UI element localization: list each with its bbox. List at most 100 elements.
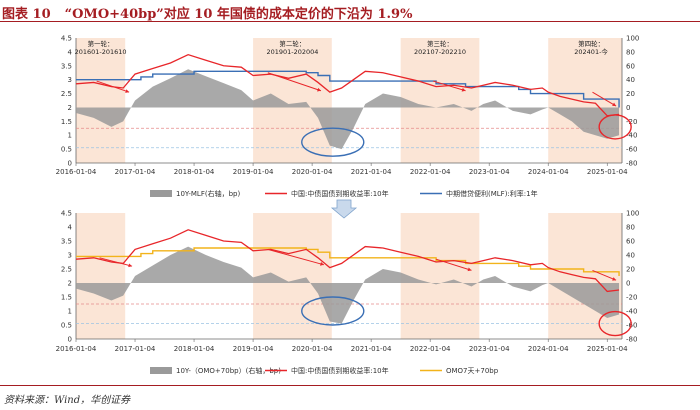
- bottom-x-tick-2016-01-04: 2016-01-04: [56, 345, 97, 353]
- top-left-tick-4.5: 4.5: [61, 35, 72, 43]
- top-trend-arrow-2: [267, 72, 322, 92]
- top-x-tick-2022-01-04: 2022-01-04: [410, 168, 451, 176]
- bottom-left-tick-1: 1: [68, 308, 72, 316]
- top-red-highlight-circle: [598, 114, 632, 140]
- top-x-tick-2019-01-04: 2019-01-04: [233, 168, 274, 176]
- top-right-tick--40: -40: [626, 132, 637, 140]
- bottom-x-tick-2024-01-04: 2024-01-04: [528, 345, 569, 353]
- bottom-trend-arrow-1: [99, 257, 133, 267]
- bottom-trend-arrowhead-2: [320, 262, 324, 266]
- top-phase-band-4: [548, 38, 622, 163]
- bottom-x-tick-2023-01-04: 2023-01-04: [469, 345, 510, 353]
- bottom-left-tick-4.5: 4.5: [61, 210, 72, 218]
- bottom-right-tick-0: 0: [626, 280, 630, 288]
- top-phase-range-4: 202401-今: [574, 47, 608, 56]
- bottom-legend-policy: OMO7天+70bp: [446, 367, 499, 375]
- top-x-tick-2024-01-04: 2024-01-04: [528, 168, 569, 176]
- bottom-legend-cn10y: 中国:中债国债到期收益率:10年: [291, 366, 389, 375]
- top-phase-name-1: 第一轮：: [88, 39, 114, 48]
- top-phase-range-2: 201901-202004: [266, 48, 318, 56]
- top-right-tick-40: 40: [626, 76, 635, 84]
- top-left-tick-2: 2: [68, 104, 72, 112]
- top-left-tick-1.5: 1.5: [61, 118, 72, 126]
- top-x-tick-2025-01-04: 2025-01-04: [587, 168, 628, 176]
- bottom-left-tick-2.5: 2.5: [61, 266, 72, 274]
- bottom-phase-band-3: [400, 213, 480, 339]
- bottom-right-tick-20: 20: [626, 266, 635, 274]
- top-trend-arrow-3: [432, 80, 466, 92]
- bottom-left-tick-0: 0: [68, 336, 72, 344]
- top-policy-rate-line: [76, 70, 620, 108]
- top-phase-band-1: [76, 38, 126, 163]
- bottom-right-tick--60: -60: [626, 322, 637, 330]
- bottom-legend-spread: 10Y-（OMO+70bp）(右轴，bp): [176, 366, 281, 375]
- bottom-right-tick-60: 60: [626, 238, 635, 246]
- bottom-left-tick-3.5: 3.5: [61, 238, 72, 246]
- top-x-tick-2016-01-04: 2016-01-04: [56, 168, 97, 176]
- bottom-x-tick-2018-01-04: 2018-01-04: [174, 345, 215, 353]
- top-right-tick--20: -20: [626, 118, 637, 126]
- top-legend-cn10y: 中国:中债国债到期收益率:10年: [291, 189, 389, 198]
- top-legend-spread: 10Y-MLF(右轴，bp): [176, 189, 240, 198]
- top-x-tick-2021-01-04: 2021-01-04: [351, 168, 392, 176]
- top-phase-band-3: [400, 38, 480, 163]
- top-phase-range-3: 202107-202210: [414, 48, 466, 56]
- source-note: 资料来源：Wind，华创证券: [4, 395, 131, 406]
- bottom-right-tick-100: 100: [626, 210, 639, 218]
- bottom-legend-swatch-spread: [150, 367, 172, 374]
- top-left-tick-1: 1: [68, 132, 72, 140]
- top-phase-name-2: 第二轮：: [279, 39, 305, 48]
- bottom-x-tick-2019-01-04: 2019-01-04: [233, 345, 274, 353]
- top-phase-name-4: 第四轮：: [578, 39, 604, 48]
- figure-label: 图表 10: [2, 7, 51, 22]
- bottom-red-highlight-circle: [598, 310, 632, 337]
- bottom-right-tick--40: -40: [626, 308, 637, 316]
- bottom-trend-arrowhead-1: [128, 263, 133, 268]
- top-left-tick-4: 4: [68, 48, 73, 56]
- top-trend-arrowhead-2: [317, 87, 321, 92]
- top-trend-arrowhead-1: [125, 89, 130, 93]
- top-left-tick-0: 0: [68, 160, 72, 168]
- bottom-right-tick-80: 80: [626, 224, 635, 232]
- bottom-right-tick-40: 40: [626, 252, 635, 260]
- top-legend-policy: 中期借贷便利(MLF):利率:1年: [446, 189, 538, 198]
- bottom-left-tick-4: 4: [68, 224, 73, 232]
- top-right-tick-80: 80: [626, 48, 635, 56]
- bottom-left-tick-1.5: 1.5: [61, 294, 72, 302]
- bottom-x-tick-2021-01-04: 2021-01-04: [351, 345, 392, 353]
- bottom-x-tick-2025-01-04: 2025-01-04: [587, 345, 628, 353]
- title-rule: [0, 21, 700, 22]
- bottom-cn10y-line: [75, 229, 620, 293]
- bottom-trend-arrow-3: [435, 258, 472, 271]
- top-x-tick-2023-01-04: 2023-01-04: [469, 168, 510, 176]
- top-phase-range-1: 201601-201610: [75, 48, 127, 56]
- top-right-tick-60: 60: [626, 62, 635, 70]
- top-left-tick-2.5: 2.5: [61, 90, 72, 98]
- top-left-tick-3: 3: [68, 76, 72, 84]
- figure-title: 图表 10 “OMO+40bp”对应 10 年国债的成本定价的下沿为 1.9%: [2, 3, 426, 22]
- top-x-tick-2018-01-04: 2018-01-04: [174, 168, 215, 176]
- bottom-x-tick-2022-01-04: 2022-01-04: [410, 345, 451, 353]
- bottom-trend-arrowhead-3: [467, 267, 472, 272]
- top-trend-arrowhead-4: [612, 102, 617, 107]
- bottom-phase-band-1: [76, 213, 126, 339]
- bottom-trend-arrow-4: [592, 269, 617, 281]
- bottom-right-tick--80: -80: [626, 336, 637, 344]
- panel-transition-arrow: [330, 199, 358, 219]
- top-x-tick-2020-01-04: 2020-01-04: [292, 168, 333, 176]
- source-rule: [0, 385, 700, 386]
- bottom-x-tick-2020-01-04: 2020-01-04: [292, 345, 333, 353]
- bottom-spread-area: [76, 246, 620, 324]
- bottom-trend-arrowhead-4: [612, 277, 617, 281]
- figure-title-text: “OMO+40bp”对应 10 年国债的成本定价的下沿为 1.9%: [64, 7, 413, 22]
- top-trend-arrowhead-3: [461, 87, 466, 92]
- bottom-left-tick-3: 3: [68, 252, 72, 260]
- bottom-right-tick--20: -20: [626, 294, 637, 302]
- bottom-left-tick-2: 2: [68, 280, 72, 288]
- bottom-phase-band-4: [548, 213, 622, 339]
- bottom-trend-arrow-2: [267, 248, 325, 266]
- top-x-tick-2017-01-04: 2017-01-04: [115, 168, 156, 176]
- top-right-tick--60: -60: [626, 146, 637, 154]
- top-left-tick-3.5: 3.5: [61, 62, 72, 70]
- bottom-blue-highlight-circle: [301, 296, 365, 326]
